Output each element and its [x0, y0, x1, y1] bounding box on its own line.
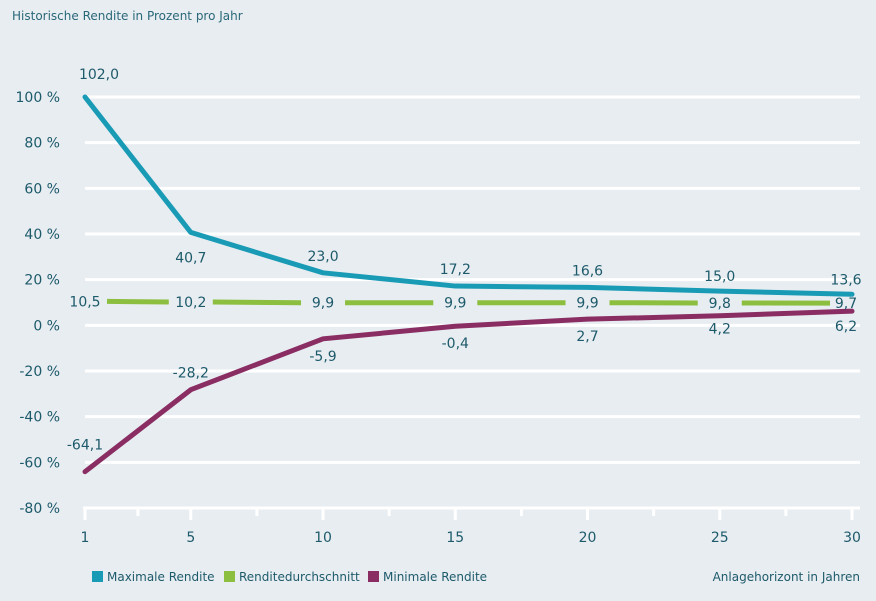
x-tick-label: 15 — [446, 530, 464, 546]
y-axis-ticks: 100 % 80 % 60 % 40 % 20 % 0 % -20 % -40 % -60 % -… — [16, 90, 60, 517]
avg-rendite-segment — [106, 298, 169, 305]
legend: Maximale Rendite Renditedurchschnitt Minim… — [92, 570, 487, 584]
min-rendite-line — [82, 308, 855, 475]
avg-data-label: 9,9 — [576, 296, 598, 312]
min-data-label: -28,2 — [173, 366, 209, 382]
max-data-label: 13,6 — [830, 272, 861, 288]
y-tick-label: -40 % — [19, 410, 60, 426]
avg-rendite-segment — [212, 299, 302, 306]
x-axis: 1 5 10 15 20 25 30 — [81, 506, 861, 546]
x-axis-label: Anlagehorizont in Jahren — [713, 570, 860, 584]
x-tick-label: 30 — [843, 530, 861, 546]
y-tick-label: 80 % — [24, 136, 60, 152]
series-lines — [82, 94, 855, 475]
y-tick-label: 60 % — [24, 181, 60, 197]
min-data-label: 6,2 — [835, 319, 857, 335]
avg-data-label: 9,9 — [312, 296, 334, 312]
max-data-label: 16,6 — [572, 263, 603, 279]
max-data-label: 15,0 — [704, 269, 735, 285]
x-tick-label: 1 — [81, 530, 90, 546]
min-data-label: -64,1 — [67, 438, 103, 454]
y-tick-label: -60 % — [19, 455, 60, 471]
x-tick-label: 5 — [186, 530, 195, 546]
avg-data-label: 9,8 — [709, 296, 731, 312]
max-data-label: 17,2 — [440, 262, 471, 278]
legend-label: Maximale Rendite — [107, 570, 215, 584]
max-rendite-line — [82, 94, 855, 297]
x-tick-label: 25 — [711, 530, 729, 546]
legend-swatch — [92, 571, 103, 582]
gridlines — [85, 95, 860, 464]
max-data-label: 102,0 — [79, 67, 119, 83]
y-tick-label: -20 % — [19, 364, 60, 380]
max-data-label: 40,7 — [175, 250, 206, 266]
min-data-label: -0,4 — [442, 336, 469, 352]
x-tick-label: 10 — [314, 530, 332, 546]
avg-data-label: 9,9 — [444, 296, 466, 312]
y-tick-label: 100 % — [16, 90, 60, 106]
data-labels: 102,0 40,7 23,0 17,2 16,6 15,0 13,6 10,5 10,2 9,9… — [67, 67, 862, 454]
legend-label: Minimale Rendite — [383, 570, 487, 584]
y-tick-label: 0 % — [33, 318, 60, 334]
chart-title: Historische Rendite in Prozent pro Jahr — [12, 9, 243, 23]
y-tick-label: 40 % — [24, 227, 60, 243]
min-data-label: -5,9 — [309, 349, 336, 365]
min-data-label: 4,2 — [709, 322, 731, 338]
x-tick-label: 20 — [579, 530, 597, 546]
max-data-label: 23,0 — [307, 249, 338, 265]
legend-swatch — [224, 571, 235, 582]
y-tick-label: 20 % — [24, 273, 60, 289]
legend-label: Renditedurchschnitt — [239, 570, 360, 584]
avg-data-label: 10,2 — [175, 295, 206, 311]
legend-swatch — [368, 571, 379, 582]
avg-data-label: 10,5 — [69, 294, 100, 310]
avg-data-label: 9,7 — [835, 296, 857, 312]
min-data-label: 2,7 — [576, 329, 598, 345]
y-tick-label: -80 % — [19, 501, 60, 517]
